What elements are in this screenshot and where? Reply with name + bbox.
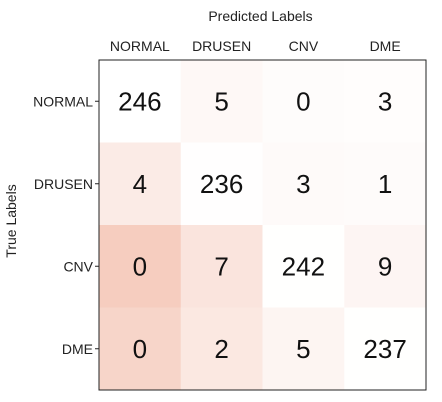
heatmap-cell [180,225,263,308]
heatmap-cell [180,307,263,391]
x-tick-label: NORMAL [110,38,170,54]
plot-frame [98,59,427,391]
heatmap-cell [99,142,182,226]
cell-value-label: 246 [118,86,161,116]
y-tick-label: DME [62,341,93,357]
cell-value-label: 3 [378,86,392,116]
heatmap-cell [262,225,345,308]
y-tick-label: NORMAL [33,93,93,109]
x-tick-label: DRUSEN [192,38,251,54]
cell-value-label: 7 [214,251,228,281]
x-tick-label: DME [370,38,401,54]
heatmap-cell [262,307,345,391]
heatmap-cell [344,225,427,308]
y-tick-labels: NORMAL DRUSEN CNV DME [33,93,99,357]
cell-value-label: 1 [378,169,392,199]
heatmap-cell [262,60,345,143]
heatmap-cell [344,142,427,226]
y-axis-title: True Labels [3,184,19,257]
cell-value-label: 236 [200,169,243,199]
y-tick-label: DRUSEN [34,176,93,192]
cell-values: 246 5 0 3 4 236 3 1 0 7 242 9 0 2 5 237 [118,86,407,364]
heatmap-cell [344,60,427,143]
cell-value-label: 2 [214,334,228,364]
heatmap-cell [262,142,345,226]
cell-value-label: 0 [133,251,147,281]
cell-value-label: 5 [296,334,310,364]
cell-value-label: 9 [378,251,392,281]
heatmap-cell [99,225,182,308]
cell-value-label: 4 [133,169,147,199]
cell-value-label: 242 [282,251,325,281]
cell-value-label: 237 [363,334,406,364]
cell-value-label: 0 [296,86,310,116]
heatmap-cell [344,307,427,391]
cell-value-label: 0 [133,334,147,364]
cell-value-label: 5 [214,86,228,116]
x-tick-labels: NORMAL DRUSEN CNV DME [110,38,401,54]
x-axis-title: Predicted Labels [208,8,312,24]
cell-value-label: 3 [296,169,310,199]
y-tick-label: CNV [63,258,93,274]
heatmap-cell [180,60,263,143]
heatmap-cell [180,142,263,226]
heatmap-cell [99,60,182,143]
heatmap-cells [99,60,427,391]
heatmap-cell [99,307,182,391]
x-tick-label: CNV [289,38,319,54]
